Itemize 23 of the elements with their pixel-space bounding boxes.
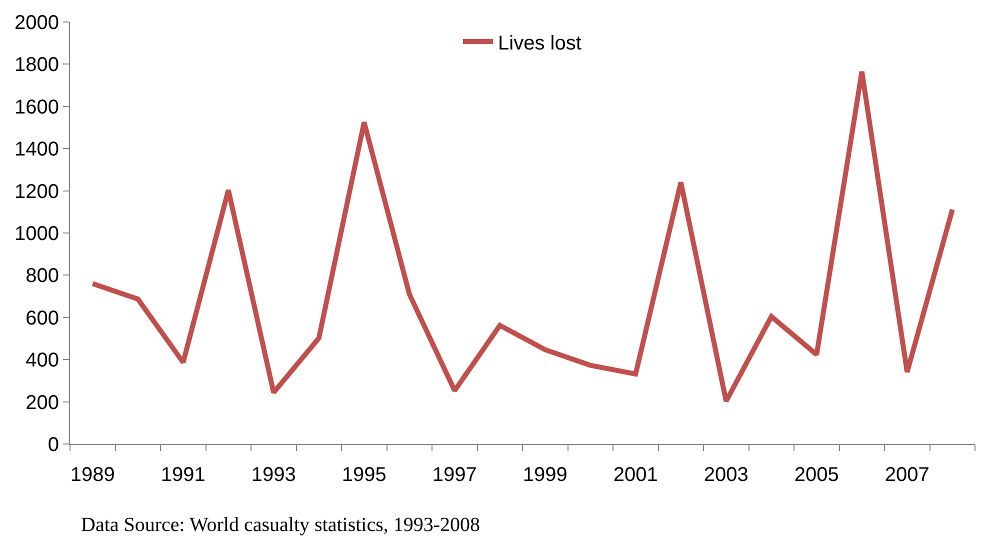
y-tick-label: 400	[26, 350, 59, 372]
y-tick-label: 200	[26, 392, 59, 414]
x-tick-label: 1993	[251, 464, 296, 486]
y-tick-label: 0	[48, 434, 59, 456]
x-tick-label: 1997	[432, 464, 477, 486]
y-tick-label: 600	[26, 307, 59, 330]
y-tick-label: 1000	[14, 223, 59, 245]
legend-label: Lives lost	[498, 32, 582, 54]
y-tick-label: 1200	[14, 180, 59, 203]
y-tick-label: 1600	[14, 96, 59, 118]
x-tick-label: 1991	[160, 464, 206, 486]
y-tick-label: 1800	[14, 54, 59, 76]
x-tick-label: 1995	[342, 464, 386, 486]
x-tick-label: 1999	[522, 464, 568, 486]
x-tick-label: 2001	[613, 464, 658, 486]
y-tick-label: 2000	[14, 12, 59, 34]
y-tick-label: 800	[26, 265, 59, 288]
y-tick-label: 1400	[14, 138, 59, 161]
x-tick-label: 2003	[704, 464, 748, 486]
x-tick-label: 2005	[794, 464, 839, 486]
x-tick-label: 2007	[884, 464, 930, 486]
source-note: Data Source: World casualty statistics, 1993-2008	[81, 514, 480, 536]
x-tick-label: 1989	[70, 464, 115, 486]
